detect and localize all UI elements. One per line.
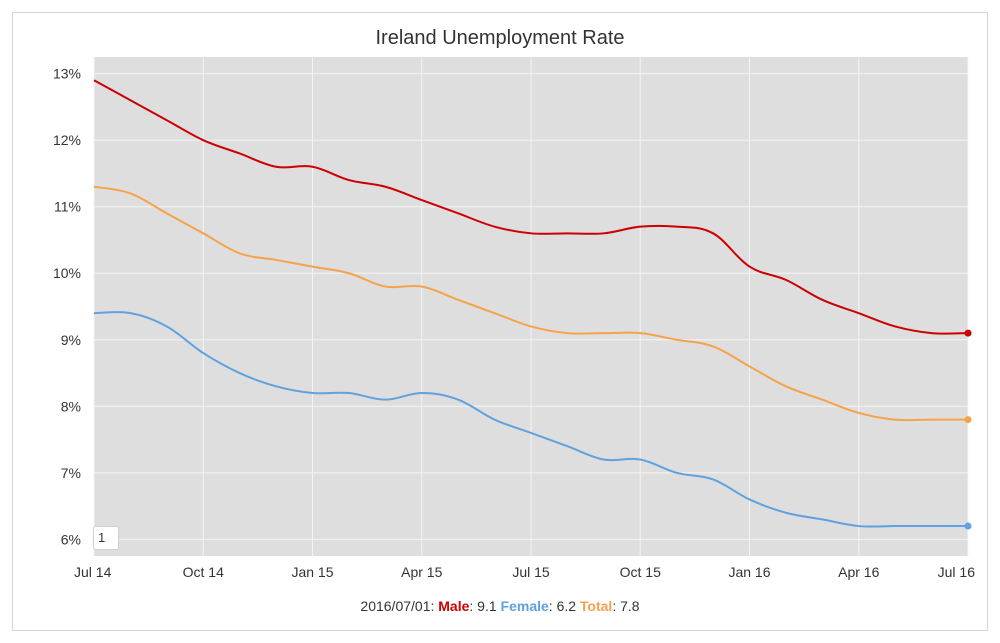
- legend-total-label: Total: [579, 598, 613, 614]
- grid-lines: [93, 57, 969, 556]
- legend-total-value: 7.8: [620, 598, 640, 614]
- chart-title: Ireland Unemployment Rate: [375, 27, 624, 49]
- y-tick-label: 8%: [61, 398, 81, 414]
- y-tick-label: 11%: [54, 199, 81, 215]
- series-end-point-female: [964, 522, 972, 530]
- x-tick-label: Apr 15: [401, 564, 442, 580]
- y-tick-label: 7%: [61, 465, 81, 481]
- x-tick-label: Jan 16: [728, 564, 770, 580]
- legend: 2016/07/01: Male: 9.1 Female: 6.2 Total:…: [360, 598, 640, 614]
- series-line-male: [93, 79, 969, 335]
- x-tick-label: Jul 16: [938, 564, 976, 580]
- roll-period-input[interactable]: 1: [93, 526, 119, 550]
- y-tick-label: 13%: [53, 66, 81, 82]
- series-end-point-total: [964, 416, 972, 424]
- legend-date: 2016/07/01: [360, 598, 431, 614]
- y-tick-label: 6%: [61, 531, 81, 547]
- x-axis-ticks: Jul 14 Oct 14 Jan 15 Apr 15 Jul 15 Oct 15 Jan …: [74, 564, 975, 580]
- y-tick-label: 9%: [61, 332, 81, 348]
- legend-male-value: 9.1: [477, 598, 497, 614]
- x-tick-label: Apr 16: [838, 564, 879, 580]
- y-axis-ticks: 6% 7% 8% 9% 10% 11% 12% 13%: [53, 66, 81, 548]
- series-line-total: [93, 185, 968, 422]
- x-tick-label: Jan 15: [291, 564, 333, 580]
- series-lines: [93, 79, 972, 530]
- x-tick-label: Oct 15: [620, 564, 661, 580]
- x-tick-label: Jul 14: [74, 564, 112, 580]
- x-tick-label: Oct 14: [183, 564, 224, 580]
- legend-male-label: Male: [438, 598, 470, 614]
- x-tick-label: Jul 15: [512, 564, 550, 580]
- y-tick-label: 12%: [53, 132, 81, 148]
- series-end-point-male: [964, 329, 972, 337]
- y-tick-label: 10%: [53, 265, 81, 281]
- legend-female-label: Female: [500, 598, 549, 614]
- legend-female-value: 6.2: [556, 598, 577, 614]
- series-line-female: [93, 311, 968, 528]
